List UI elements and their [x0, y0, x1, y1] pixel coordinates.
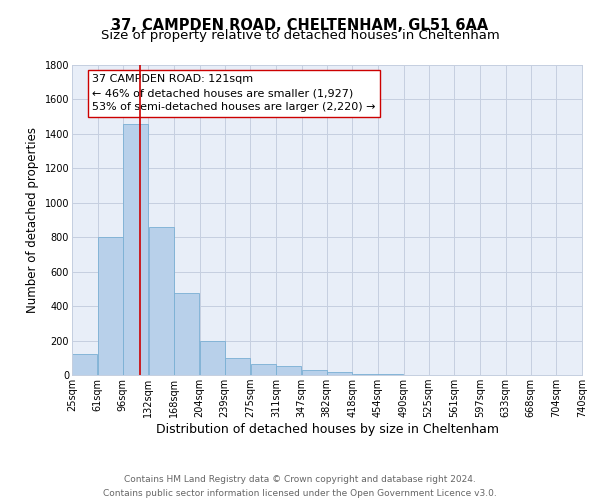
Bar	[378, 374, 403, 375]
Bar	[174, 293, 199, 375]
Y-axis label: Number of detached properties: Number of detached properties	[26, 127, 39, 313]
Text: Size of property relative to detached houses in Cheltenham: Size of property relative to detached ho…	[101, 29, 499, 42]
Text: 37 CAMPDEN ROAD: 121sqm
← 46% of detached houses are smaller (1,927)
53% of semi: 37 CAMPDEN ROAD: 121sqm ← 46% of detache…	[92, 74, 376, 112]
Bar	[327, 372, 352, 375]
Bar	[123, 124, 148, 375]
Bar	[353, 374, 378, 375]
Bar	[302, 370, 327, 375]
Bar	[98, 237, 123, 375]
Bar	[149, 227, 174, 375]
Bar	[251, 364, 276, 375]
Bar	[200, 340, 225, 375]
Text: 37, CAMPDEN ROAD, CHELTENHAM, GL51 6AA: 37, CAMPDEN ROAD, CHELTENHAM, GL51 6AA	[112, 18, 488, 32]
X-axis label: Distribution of detached houses by size in Cheltenham: Distribution of detached houses by size …	[155, 423, 499, 436]
Bar	[276, 366, 301, 375]
Bar	[225, 358, 250, 375]
Bar	[72, 354, 97, 375]
Text: Contains HM Land Registry data © Crown copyright and database right 2024.
Contai: Contains HM Land Registry data © Crown c…	[103, 476, 497, 498]
